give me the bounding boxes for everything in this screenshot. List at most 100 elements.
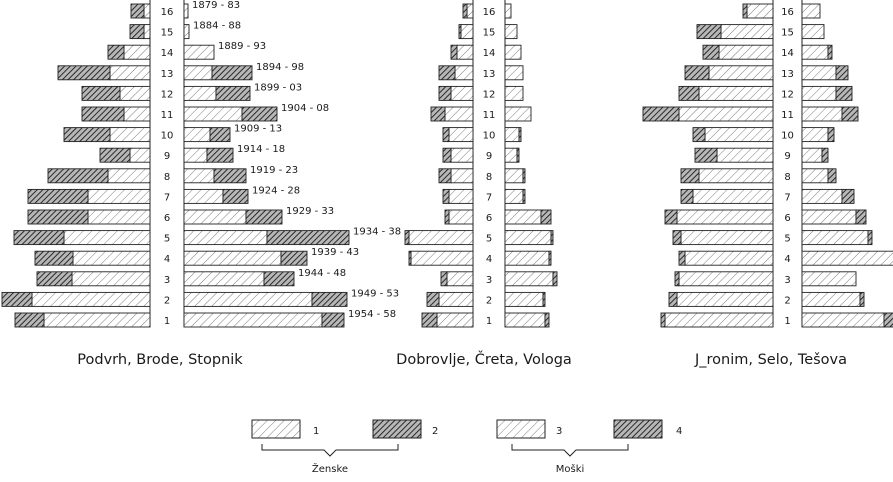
bar-female-1-age-3 bbox=[678, 271, 774, 287]
age-group-label: 16 bbox=[161, 7, 174, 18]
age-group-label: 12 bbox=[781, 89, 794, 100]
bar-male-3-age-12 bbox=[183, 85, 217, 101]
bar-male-3-age-15 bbox=[183, 24, 190, 40]
bar-female-2-age-8 bbox=[680, 168, 700, 184]
bar-female-2-age-4 bbox=[678, 250, 686, 266]
bar-male-4-age-1 bbox=[321, 312, 345, 328]
age-group-label: 14 bbox=[483, 48, 496, 59]
bar-male-4-age-2 bbox=[542, 291, 546, 307]
birth-year-label: 1884 - 88 bbox=[193, 21, 241, 32]
bar-male-4-age-9 bbox=[516, 147, 520, 163]
bar-female-1-age-4 bbox=[410, 250, 474, 266]
bar-female-2-age-1 bbox=[14, 312, 45, 328]
bar-female-2-age-1 bbox=[421, 312, 438, 328]
bar-male-3-age-5 bbox=[801, 230, 869, 246]
legend-group-female: Ženske bbox=[312, 462, 348, 475]
bar-male-3-age-5 bbox=[504, 230, 552, 246]
bar-female-2-age-13 bbox=[684, 65, 710, 81]
legend-number: 4 bbox=[676, 426, 682, 437]
age-group-label: 8 bbox=[486, 172, 492, 183]
bar-male-4-age-10 bbox=[209, 127, 231, 143]
age-group-label: 3 bbox=[164, 275, 170, 286]
bar-male-3-age-6 bbox=[183, 209, 247, 225]
bar-female-2-age-6 bbox=[27, 209, 89, 225]
bar-male-4-age-13 bbox=[211, 65, 253, 81]
bar-female-2-age-15 bbox=[696, 24, 722, 40]
bar-male-4-age-5 bbox=[266, 230, 350, 246]
age-group-label: 7 bbox=[784, 192, 790, 203]
bar-female-2-age-15 bbox=[129, 24, 145, 40]
bar-female-1-age-14 bbox=[123, 44, 151, 60]
bar-female-1-age-9 bbox=[129, 147, 151, 163]
legend-swatch-2 bbox=[372, 419, 422, 439]
age-group-label: 2 bbox=[784, 295, 790, 306]
age-group-label: 2 bbox=[164, 295, 170, 306]
age-group-label: 15 bbox=[161, 28, 174, 39]
bar-male-4-age-3 bbox=[552, 271, 558, 287]
age-group-label: 5 bbox=[784, 234, 790, 245]
birth-year-label: 1914 - 18 bbox=[237, 144, 285, 155]
legend-swatch-3 bbox=[496, 419, 546, 439]
bar-female-2-age-16 bbox=[130, 3, 145, 19]
age-group-label: 1 bbox=[164, 316, 170, 327]
legend-brace-male bbox=[511, 444, 629, 457]
bar-male-3-age-14 bbox=[801, 44, 829, 60]
age-group-label: 11 bbox=[161, 110, 174, 121]
bar-female-1-age-3 bbox=[446, 271, 474, 287]
bar-female-1-age-5 bbox=[680, 230, 774, 246]
bar-female-2-age-10 bbox=[442, 127, 450, 143]
bar-male-4-age-14 bbox=[827, 44, 833, 60]
bar-female-1-age-8 bbox=[698, 168, 774, 184]
bar-male-3-age-4 bbox=[504, 250, 550, 266]
bar-male-3-age-3 bbox=[504, 271, 554, 287]
birth-year-label: 1934 - 38 bbox=[353, 227, 401, 238]
birth-year-label: 1939 - 43 bbox=[311, 247, 359, 258]
age-group-label: 15 bbox=[483, 28, 496, 39]
bar-female-1-age-15 bbox=[143, 24, 151, 40]
bar-male-4-age-5 bbox=[867, 230, 873, 246]
bar-male-3-age-14 bbox=[183, 44, 215, 60]
bar-male-4-age-3 bbox=[263, 271, 295, 287]
bar-female-2-age-11 bbox=[81, 106, 125, 122]
bar-female-1-age-2 bbox=[438, 291, 474, 307]
age-group-label: 1 bbox=[784, 316, 790, 327]
bar-female-1-age-8 bbox=[107, 168, 151, 184]
bar-female-2-age-9 bbox=[442, 147, 452, 163]
bar-female-1-age-12 bbox=[119, 85, 151, 101]
bar-female-1-age-5 bbox=[63, 230, 151, 246]
age-group-label: 3 bbox=[784, 275, 790, 286]
bar-male-3-age-3 bbox=[183, 271, 265, 287]
age-group-label: 6 bbox=[486, 213, 492, 224]
bar-female-2-age-5 bbox=[404, 230, 410, 246]
bar-male-4-age-8 bbox=[827, 168, 837, 184]
bar-male-3-age-3 bbox=[801, 271, 857, 287]
bar-male-3-age-15 bbox=[504, 24, 518, 40]
bar-male-3-age-2 bbox=[504, 291, 544, 307]
bar-female-2-age-13 bbox=[57, 65, 111, 81]
bar-female-1-age-13 bbox=[454, 65, 474, 81]
birth-year-label: 1944 - 48 bbox=[298, 268, 346, 279]
bar-male-3-age-13 bbox=[504, 65, 524, 81]
bar-male-4-age-8 bbox=[213, 168, 247, 184]
age-group-label: 10 bbox=[781, 131, 794, 142]
age-group-label: 6 bbox=[164, 213, 170, 224]
bar-male-4-age-1 bbox=[544, 312, 550, 328]
bar-male-4-age-4 bbox=[280, 250, 308, 266]
birth-year-label: 1904 - 08 bbox=[281, 103, 329, 114]
bar-female-2-age-4 bbox=[408, 250, 412, 266]
bar-male-3-age-14 bbox=[504, 44, 522, 60]
bar-male-3-age-13 bbox=[801, 65, 837, 81]
pyramid-caption: Podvrh, Brode, Stopnik bbox=[77, 352, 243, 368]
bar-female-2-age-3 bbox=[440, 271, 448, 287]
age-group-label: 13 bbox=[161, 69, 174, 80]
birth-year-label: 1954 - 58 bbox=[348, 309, 396, 320]
bar-female-2-age-12 bbox=[678, 85, 700, 101]
bar-female-2-age-7 bbox=[27, 188, 89, 204]
age-group-label: 9 bbox=[164, 151, 170, 162]
age-group-label: 10 bbox=[483, 131, 496, 142]
age-group-label: 3 bbox=[486, 275, 492, 286]
bar-male-3-age-8 bbox=[504, 168, 524, 184]
birth-year-label: 1899 - 03 bbox=[254, 82, 302, 93]
birth-year-label: 1919 - 23 bbox=[250, 165, 298, 176]
